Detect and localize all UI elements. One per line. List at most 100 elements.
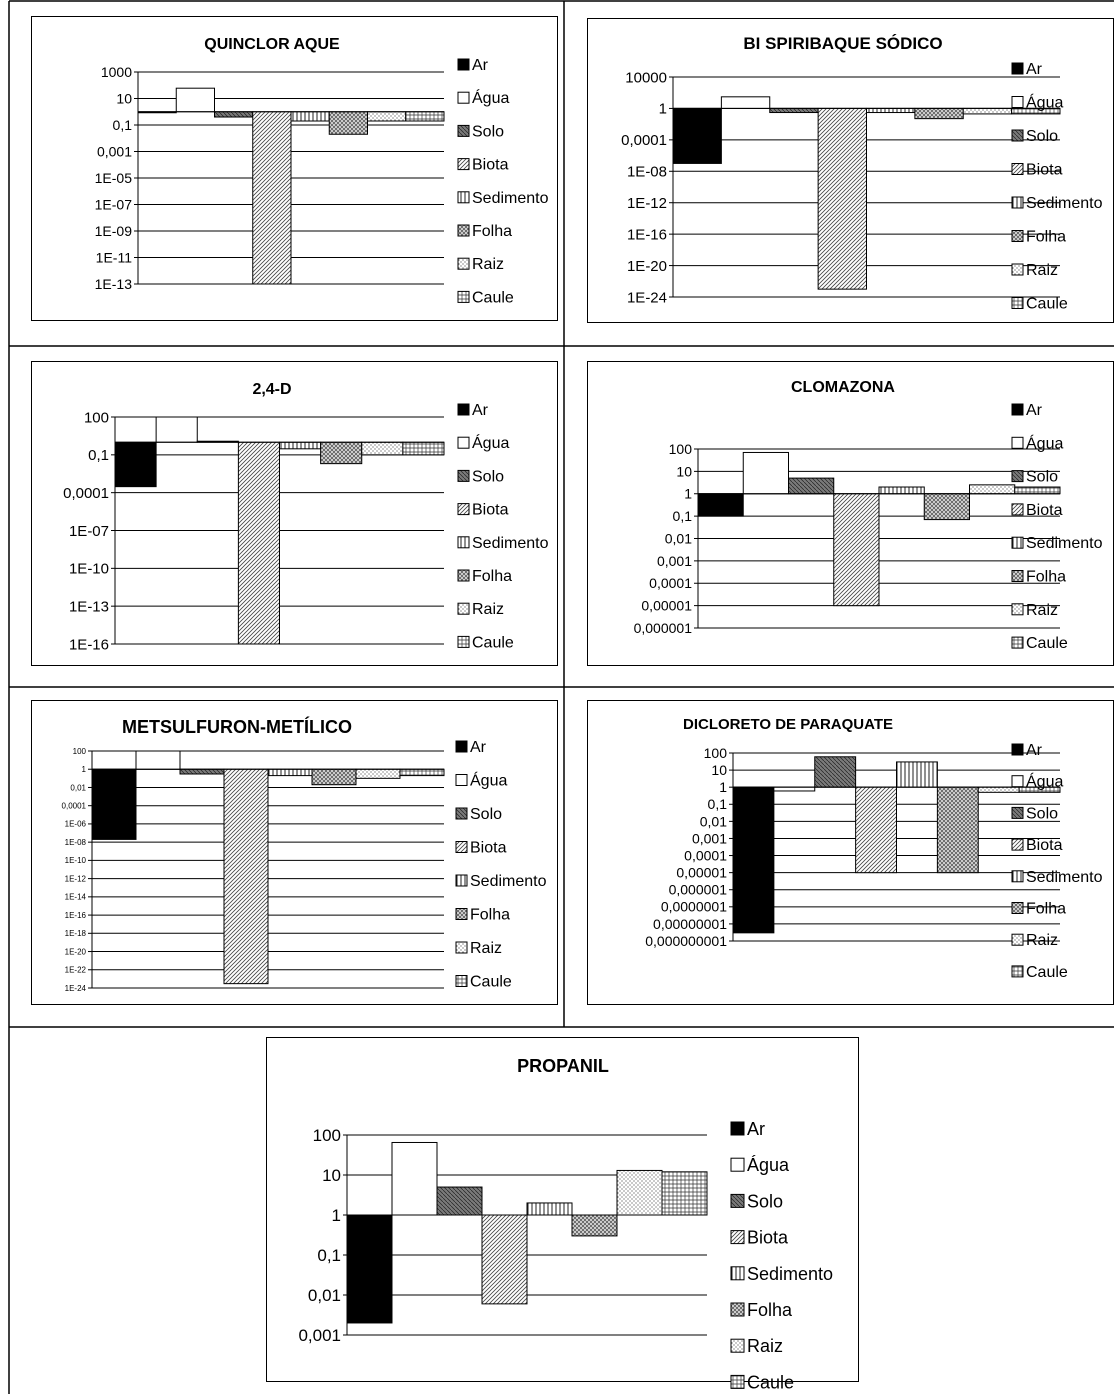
legend-label: Caule <box>747 1372 794 1392</box>
bar-raiz <box>962 107 1013 115</box>
bar-raiz <box>616 1169 663 1216</box>
legend-label: Solo <box>1026 469 1058 486</box>
legend-swatch-biota <box>730 1230 745 1245</box>
legend-label: Biota <box>1026 162 1063 179</box>
bar-água <box>773 786 816 792</box>
chart-quincloraque-svg: QUINCLOR AQUE 1000 10 0,1 0,001 1E-05 1E-07 1E-… <box>95 36 549 306</box>
legend-swatch-ar <box>1011 403 1024 416</box>
y-tick-label: 1E-11 <box>96 249 133 265</box>
bar-solo <box>214 111 254 118</box>
y-tick-label: 0,001 <box>298 1326 341 1345</box>
y-tick-label: 0,0001 <box>684 847 727 863</box>
chart-title: QUINCLOR AQUE <box>204 36 340 53</box>
chart-propanil: PROPANIL 100 10 1 0,1 0,01 0,001 Ar Água Solo Biot… <box>266 1037 859 1392</box>
y-tick-label: 1E-07 <box>95 196 133 212</box>
y-tick-label: 0,001 <box>692 830 727 846</box>
legend-label: Caule <box>1026 635 1068 652</box>
y-tick-label: 1 <box>82 765 87 774</box>
legend-swatch-biota <box>1011 503 1024 516</box>
legend-swatch-raiz <box>1011 933 1024 946</box>
bar-biota <box>481 1214 528 1305</box>
y-tick-label: 0,1 <box>673 508 693 524</box>
bar-solo <box>769 107 819 114</box>
legend-swatch-sedimento <box>457 191 470 204</box>
legend-swatch-água <box>1011 436 1024 449</box>
bar-raiz <box>367 111 407 122</box>
y-tick-label: 0,0001 <box>621 132 667 149</box>
legend-swatch-biota <box>457 503 470 516</box>
legend-label: Ar <box>472 402 489 419</box>
legend-label: Raiz <box>1026 602 1058 619</box>
y-tick-label: 100 <box>704 745 728 761</box>
legend-label: Raiz <box>472 601 504 618</box>
y-tick-label: 10 <box>116 90 132 106</box>
bar-ar <box>346 1214 393 1324</box>
legend-swatch-folha <box>457 569 470 582</box>
y-tick-label: 1E-18 <box>65 929 87 938</box>
legend-label: Água <box>472 88 509 107</box>
bar-água <box>175 87 215 113</box>
bar-biota <box>237 441 280 645</box>
legend-label: Folha <box>470 907 510 924</box>
legend-label: Raiz <box>470 940 502 957</box>
legend-swatch-caule <box>1011 297 1024 309</box>
chart-metsulfuron-metilico-svg: METSULFURON-METÍLICO 100 1 0,01 0,0001 1E-06 1… <box>62 716 547 993</box>
bar-sedimento <box>267 768 313 777</box>
y-tick-label: 1E-16 <box>65 911 87 920</box>
legend-swatch-água <box>1011 775 1024 788</box>
legend-label: Caule <box>1026 296 1068 313</box>
legend-swatch-folha <box>730 1302 745 1317</box>
y-tick-label: 0,0000001 <box>661 899 727 915</box>
y-tick-label: 1 <box>332 1206 341 1225</box>
legend-label: Folha <box>1026 901 1066 918</box>
bar-ar <box>732 786 775 934</box>
y-tick-label: 1E-12 <box>65 874 87 883</box>
legend-label: Ar <box>747 1119 765 1139</box>
legend-label: Raiz <box>747 1336 783 1356</box>
legend-swatch-raiz <box>1011 263 1024 276</box>
chart-title: BI SPIRIBAQUE SÓDICO <box>743 34 942 53</box>
bar-folha <box>320 441 363 465</box>
bar-raiz <box>977 786 1020 793</box>
bar-biota <box>252 111 292 285</box>
bar-solo <box>788 477 835 495</box>
bar-ar <box>91 768 137 840</box>
y-tick-label: 1E-14 <box>65 893 87 902</box>
chart-title: PROPANIL <box>517 1056 609 1076</box>
legend-label: Sedimento <box>747 1264 833 1284</box>
bar-biota <box>223 768 269 985</box>
bar-água <box>720 96 771 109</box>
bar-folha <box>936 786 979 874</box>
y-tick-label: 1E-16 <box>627 226 667 243</box>
chart-2-4-d-svg: 2,4-D 100 0,1 0,0001 1E-07 1E-10 1E-13 1E-16 Ar Á… <box>63 381 548 653</box>
bar-ar <box>672 107 722 164</box>
legend-swatch-caule <box>455 975 468 987</box>
y-tick-label: 1 <box>719 779 727 795</box>
legend-label: Ar <box>1026 742 1043 759</box>
legend-label: Sedimento <box>1026 869 1103 886</box>
legend-label: Ar <box>470 739 487 756</box>
y-tick-label: 10000 <box>625 69 667 86</box>
chart-title: DICLORETO DE PARAQUATE <box>683 716 893 733</box>
y-tick-label: 1E-24 <box>627 289 667 306</box>
legend-label: Folha <box>1026 229 1066 246</box>
legend-label: Água <box>470 771 507 790</box>
y-tick-label: 0,01 <box>665 530 692 546</box>
legend-swatch-caule <box>457 635 470 648</box>
legend-swatch-biota <box>1011 163 1024 175</box>
y-tick-label: 0,1 <box>708 796 728 812</box>
legend-label: Biota <box>472 502 509 519</box>
legend-swatch-sedimento <box>455 874 468 887</box>
chart-2-4-d: 2,4-D 100 0,1 0,0001 1E-07 1E-10 1E-13 1E-16 Ar Á… <box>31 361 558 666</box>
legend-swatch-raiz <box>457 602 470 615</box>
y-tick-label: 1 <box>659 101 667 118</box>
legend-label: Solo <box>747 1191 783 1211</box>
legend-swatch-solo <box>1011 129 1024 142</box>
chart-clomazona: CLOMAZONA 100 10 1 0,1 0,01 0,001 0,0001 0,00001… <box>587 361 1114 666</box>
legend-swatch-água <box>1011 96 1024 108</box>
y-tick-label: 0,0001 <box>62 801 87 810</box>
bar-caule <box>402 441 445 456</box>
y-tick-label: 1 <box>684 486 692 502</box>
bar-biota <box>833 493 880 607</box>
